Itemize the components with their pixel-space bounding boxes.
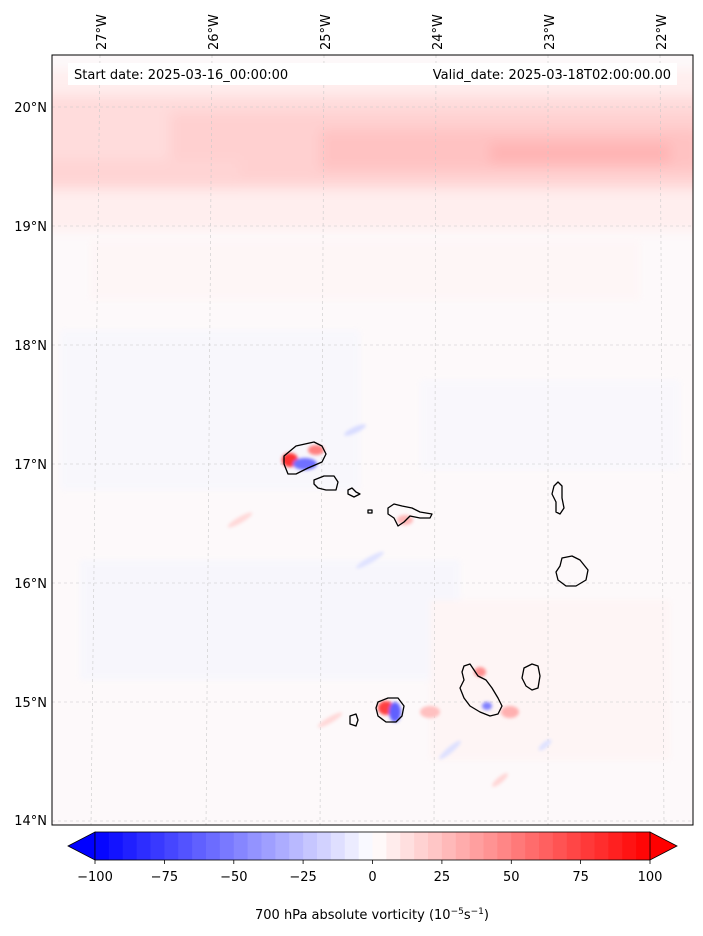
- header-box: [68, 63, 677, 85]
- colorbar-tick-labels: −100 −75 −50 −25 0 25 50 75 100: [77, 870, 662, 885]
- island-branco: [367, 509, 373, 514]
- island-fogo: [375, 697, 405, 723]
- lat-tick-label: 20°N: [14, 101, 47, 116]
- lon-tick-label: 24°W: [431, 14, 446, 50]
- colorbar-segment: [608, 832, 623, 860]
- lat-tick-label: 19°N: [14, 220, 47, 235]
- colorbar-segment: [330, 832, 346, 860]
- colorbar-segment: [358, 832, 373, 860]
- colorbar-segment: [386, 832, 401, 860]
- colorbar-segment: [400, 832, 415, 860]
- graticule: [52, 55, 693, 825]
- colorbar-segment: [233, 832, 249, 860]
- island-maio: [521, 663, 541, 691]
- lon-tick-label: 26°W: [207, 14, 222, 50]
- colorbar-tick-label: −25: [289, 870, 316, 885]
- longitude-tick-labels: 27°W 26°W 25°W 24°W 23°W 22°W: [95, 14, 670, 50]
- colorbar-segment: [206, 832, 221, 860]
- colorbar-tick-label: 25: [434, 870, 451, 885]
- colorbar-segment: [580, 832, 595, 860]
- colorbar: −100 −75 −50 −25 0 25 50 75 100 700 hPa …: [67, 831, 678, 923]
- lat-tick-label: 14°N: [14, 814, 47, 829]
- vorticity-band-north: [52, 70, 693, 230]
- colorbar-segment: [594, 832, 609, 860]
- colorbar-segment: [497, 832, 512, 860]
- colorbar-segment: [566, 832, 582, 860]
- colorbar-min-extension: [67, 831, 96, 861]
- island-santo-antao: [283, 441, 327, 475]
- valid-date-label: Valid_date: 2025-03-18T02:00:00.00: [433, 68, 671, 83]
- colorbar-tick-label: 0: [368, 870, 376, 885]
- colorbar-segment: [95, 832, 110, 860]
- start-date-label: Start date: 2025-03-16_00:00:00: [74, 68, 288, 83]
- vorticity-texture: [60, 240, 680, 760]
- colorbar-segment: [261, 832, 276, 860]
- colorbar-ticks: [94, 860, 651, 864]
- map-frame: [51, 54, 694, 826]
- colorbar-segment: [303, 832, 318, 860]
- colorbar-tick-label: −75: [151, 870, 178, 885]
- colorbar-segment: [539, 832, 554, 860]
- island-santa-luzia: [347, 487, 361, 498]
- lon-tick-label: 27°W: [95, 14, 110, 50]
- colorbar-segment: [275, 832, 290, 860]
- lat-tick-label: 17°N: [14, 458, 47, 473]
- colorbar-segment: [372, 832, 387, 860]
- colorbar-segment: [219, 832, 235, 860]
- colorbar-segment: [150, 832, 165, 860]
- colorbar-segment: [636, 832, 651, 860]
- lat-tick-label: 15°N: [14, 696, 47, 711]
- colorbar-segment: [317, 832, 332, 860]
- colorbar-segment: [441, 832, 457, 860]
- colorbar-tick-label: 100: [638, 870, 663, 885]
- island-boa-vista: [555, 555, 589, 587]
- island-coastlines: [283, 441, 589, 727]
- vorticity-features: [227, 424, 552, 787]
- lon-tick-label: 22°W: [655, 14, 670, 50]
- colorbar-segment: [247, 832, 262, 860]
- colorbar-segment: [164, 832, 179, 860]
- colorbar-segment: [178, 832, 193, 860]
- island-brava: [349, 713, 359, 727]
- colorbar-segment: [622, 832, 637, 860]
- lon-tick-label: 25°W: [319, 14, 334, 50]
- colorbar-tick-label: 75: [572, 870, 589, 885]
- colorbar-segment: [289, 832, 304, 860]
- island-santiago: [459, 663, 503, 717]
- island-sao-nicolau: [387, 503, 433, 527]
- colorbar-segment: [552, 832, 568, 860]
- colorbar-segment: [483, 832, 498, 860]
- colorbar-segment: [511, 832, 526, 860]
- latitude-tick-labels: 20°N 19°N 18°N 17°N 16°N 15°N 14°N: [14, 101, 47, 829]
- colorbar-segments: [95, 832, 651, 860]
- colorbar-segment: [469, 832, 484, 860]
- colorbar-segment: [136, 832, 151, 860]
- colorbar-tick-label: −100: [77, 870, 113, 885]
- colorbar-segment: [192, 832, 207, 860]
- colorbar-segment: [344, 832, 360, 860]
- colorbar-tick-label: −50: [220, 870, 247, 885]
- colorbar-segment: [108, 832, 124, 860]
- colorbar-segment: [414, 832, 429, 860]
- colorbar-label: 700 hPa absolute vorticity (10−5s−1): [255, 907, 489, 923]
- colorbar-segment: [455, 832, 471, 860]
- colorbar-max-extension: [649, 831, 678, 861]
- colorbar-tick-label: 50: [503, 870, 520, 885]
- colorbar-segment: [122, 832, 138, 860]
- map-panel: [52, 55, 693, 825]
- colorbar-segment: [428, 832, 443, 860]
- lat-tick-label: 16°N: [14, 577, 47, 592]
- island-sal: [551, 481, 565, 515]
- island-sao-vicente: [313, 475, 339, 491]
- colorbar-segment: [525, 832, 540, 860]
- lon-tick-label: 23°W: [543, 14, 558, 50]
- lat-tick-label: 18°N: [14, 339, 47, 354]
